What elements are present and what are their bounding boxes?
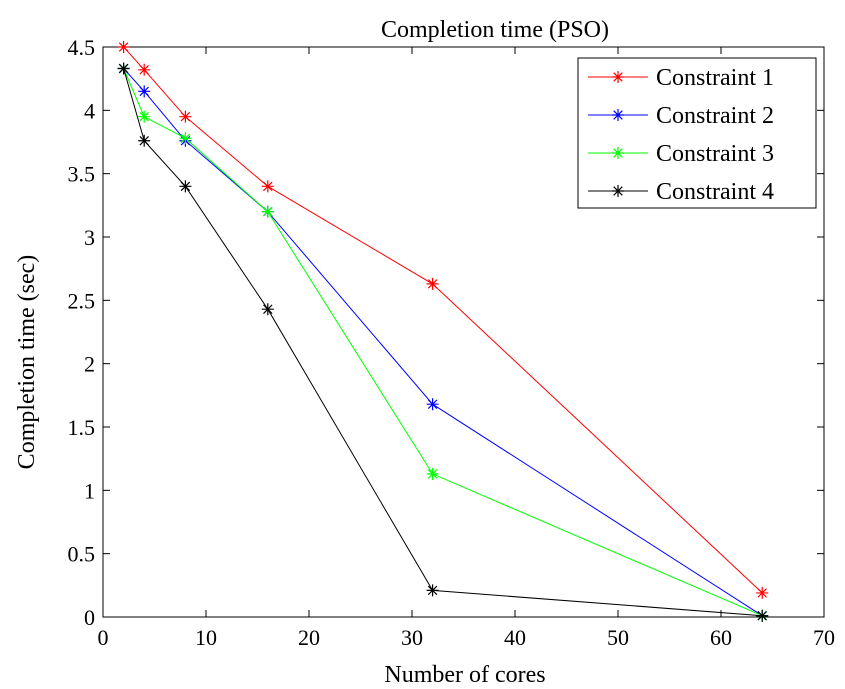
y-tick-label: 2.5 <box>68 288 96 313</box>
series-1 <box>117 41 769 599</box>
data-point-marker <box>138 85 151 98</box>
chart-title: Completion time (PSO) <box>381 17 609 43</box>
x-axis-label: Number of cores <box>384 662 545 688</box>
legend-marker-icon <box>612 147 624 159</box>
data-point-marker <box>179 132 192 145</box>
legend-item-2: Constraint 2 <box>588 103 774 129</box>
legend-marker-icon <box>612 109 624 121</box>
series-layer <box>117 41 769 622</box>
data-point-marker <box>117 41 130 53</box>
data-point-marker <box>261 303 274 316</box>
y-tick-label: 3 <box>84 225 95 250</box>
data-point-marker <box>138 110 151 123</box>
axis-ticks: 0 10 20 30 40 50 60 70 0 0.5 1 1.5 2 2.5 3 3.5 4 4.5 <box>68 35 836 650</box>
legend-item-3: Constraint 3 <box>588 141 774 167</box>
series-4 <box>117 62 769 622</box>
data-point-marker <box>179 180 192 193</box>
legend-marker-icon <box>612 185 624 197</box>
data-point-marker <box>426 584 439 597</box>
legend-item-4: Constraint 4 <box>588 179 774 205</box>
legend-marker-icon <box>612 71 624 83</box>
y-tick-label: 3.5 <box>68 162 96 187</box>
data-point-marker <box>426 467 439 480</box>
data-point-marker <box>179 110 192 123</box>
data-point-marker <box>756 586 769 599</box>
legend-label: Constraint 3 <box>656 141 774 167</box>
y-axis-label: Completion time (sec) <box>14 255 40 470</box>
x-tick-label: 70 <box>813 625 835 650</box>
data-point-marker <box>426 277 439 290</box>
x-tick-label: 40 <box>504 625 526 650</box>
legend-item-1: Constraint 1 <box>588 65 774 91</box>
y-tick-label: 4 <box>84 98 95 123</box>
x-tick-label: 0 <box>98 625 109 650</box>
series-line <box>123 68 763 617</box>
y-tick-label: 0 <box>84 605 95 630</box>
legend: Constraint 1 Constraint 2 Constraint 3 Cons… <box>577 57 817 209</box>
y-tick-label: 0.5 <box>68 542 96 567</box>
series-line <box>123 68 763 617</box>
legend-label: Constraint 4 <box>656 179 774 205</box>
data-point-marker <box>138 63 151 76</box>
y-tick-label: 1 <box>84 478 95 503</box>
x-tick-label: 30 <box>401 625 423 650</box>
x-tick-label: 10 <box>195 625 217 650</box>
data-point-marker <box>138 134 151 147</box>
x-tick-label: 60 <box>710 625 732 650</box>
y-tick-label: 2 <box>84 352 95 377</box>
data-point-marker <box>117 62 130 75</box>
data-point-marker <box>261 205 274 218</box>
plot-area-frame <box>102 46 825 618</box>
x-tick-label: 50 <box>607 625 629 650</box>
legend-label: Constraint 2 <box>656 103 774 129</box>
y-tick-label: 4.5 <box>68 35 96 60</box>
data-point-marker <box>756 609 769 622</box>
x-tick-label: 20 <box>298 625 320 650</box>
data-point-marker <box>426 398 439 411</box>
y-tick-label: 1.5 <box>68 415 96 440</box>
data-point-marker <box>261 180 274 193</box>
legend-label: Constraint 1 <box>656 65 774 91</box>
